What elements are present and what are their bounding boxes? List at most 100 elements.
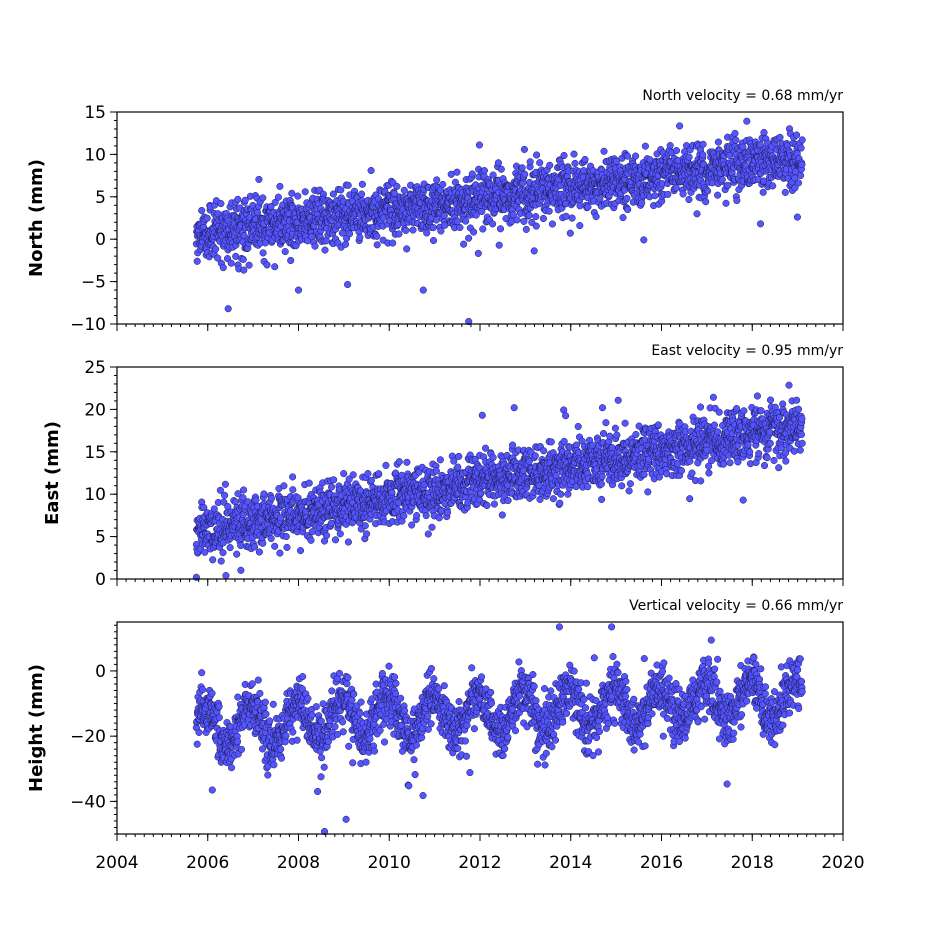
data-point bbox=[260, 490, 268, 498]
y-axis-label: East (mm) bbox=[42, 421, 63, 525]
data-point bbox=[489, 453, 497, 462]
data-point bbox=[364, 470, 372, 478]
data-point bbox=[584, 203, 592, 211]
data-point bbox=[480, 167, 488, 175]
data-points bbox=[192, 117, 806, 326]
data-point bbox=[625, 487, 633, 495]
data-point bbox=[330, 476, 338, 484]
data-point bbox=[450, 457, 458, 465]
data-point bbox=[329, 190, 337, 198]
data-point bbox=[798, 161, 806, 169]
data-point bbox=[195, 728, 203, 736]
data-point bbox=[556, 499, 564, 507]
data-point bbox=[759, 188, 767, 196]
y-tick-label: −10 bbox=[70, 315, 106, 335]
outlier-point bbox=[478, 411, 486, 419]
outlier-point bbox=[598, 404, 607, 412]
data-point bbox=[455, 452, 463, 460]
data-point bbox=[429, 224, 437, 232]
data-point bbox=[796, 446, 804, 454]
data-point bbox=[328, 483, 336, 491]
data-point bbox=[203, 214, 211, 222]
data-point bbox=[600, 147, 608, 155]
data-point bbox=[215, 714, 223, 722]
data-point bbox=[375, 470, 383, 478]
data-point bbox=[429, 236, 438, 245]
data-point bbox=[237, 566, 245, 574]
data-point bbox=[710, 421, 718, 429]
data-point bbox=[718, 176, 726, 184]
data-point bbox=[267, 534, 275, 543]
data-point bbox=[475, 141, 483, 149]
data-point bbox=[287, 256, 295, 265]
data-point bbox=[793, 131, 801, 139]
data-point bbox=[214, 254, 222, 262]
data-point bbox=[198, 206, 206, 215]
data-point bbox=[259, 539, 267, 547]
data-point bbox=[241, 196, 249, 204]
data-point bbox=[373, 232, 381, 240]
data-point bbox=[596, 195, 604, 203]
data-point bbox=[632, 152, 640, 160]
data-point bbox=[193, 257, 201, 265]
data-point bbox=[252, 496, 260, 504]
data-point bbox=[465, 234, 473, 242]
data-point bbox=[423, 229, 431, 237]
data-point bbox=[781, 188, 789, 196]
data-point bbox=[570, 150, 578, 158]
data-point bbox=[651, 192, 659, 200]
data-point bbox=[274, 193, 282, 201]
data-point bbox=[234, 195, 242, 203]
data-point bbox=[454, 463, 462, 471]
outlier-point bbox=[222, 572, 230, 580]
data-point bbox=[676, 122, 684, 130]
data-point bbox=[664, 190, 672, 198]
data-point bbox=[344, 538, 352, 546]
data-point bbox=[672, 147, 681, 155]
data-point bbox=[688, 469, 696, 477]
data-point bbox=[305, 479, 313, 487]
data-point bbox=[734, 458, 742, 466]
data-point bbox=[400, 512, 408, 520]
y-tick-label: 25 bbox=[84, 358, 106, 378]
data-point bbox=[267, 203, 275, 211]
data-point bbox=[621, 419, 629, 427]
data-point bbox=[532, 213, 540, 221]
data-point bbox=[743, 117, 751, 125]
data-point bbox=[797, 171, 805, 180]
outlier-point bbox=[294, 286, 303, 294]
data-point bbox=[373, 241, 381, 249]
data-point bbox=[395, 458, 403, 466]
outlier-point bbox=[367, 166, 375, 175]
data-point bbox=[623, 152, 632, 160]
data-point bbox=[437, 227, 445, 235]
data-point bbox=[367, 476, 375, 484]
data-point bbox=[217, 557, 225, 565]
data-point bbox=[395, 230, 403, 238]
data-point bbox=[638, 199, 646, 207]
data-point bbox=[358, 190, 366, 198]
data-point bbox=[209, 556, 217, 564]
data-point bbox=[456, 223, 464, 232]
panel-title: North velocity = 0.68 mm/yr bbox=[642, 88, 843, 104]
data-point bbox=[240, 266, 248, 274]
data-point bbox=[539, 214, 547, 223]
data-point bbox=[344, 181, 352, 189]
data-point bbox=[382, 461, 390, 469]
data-point bbox=[714, 138, 722, 146]
data-point bbox=[193, 740, 201, 748]
data-point bbox=[571, 159, 579, 167]
data-point bbox=[453, 217, 461, 225]
data-point bbox=[356, 233, 364, 241]
data-point bbox=[331, 536, 340, 544]
y-axis-label: Height (mm) bbox=[26, 664, 47, 792]
data-point bbox=[198, 669, 206, 677]
data-point bbox=[462, 217, 470, 225]
data-points bbox=[192, 623, 806, 836]
data-point bbox=[770, 456, 778, 464]
data-point bbox=[715, 408, 723, 416]
data-point bbox=[531, 452, 539, 460]
data-point bbox=[699, 140, 707, 148]
data-point bbox=[562, 212, 570, 220]
